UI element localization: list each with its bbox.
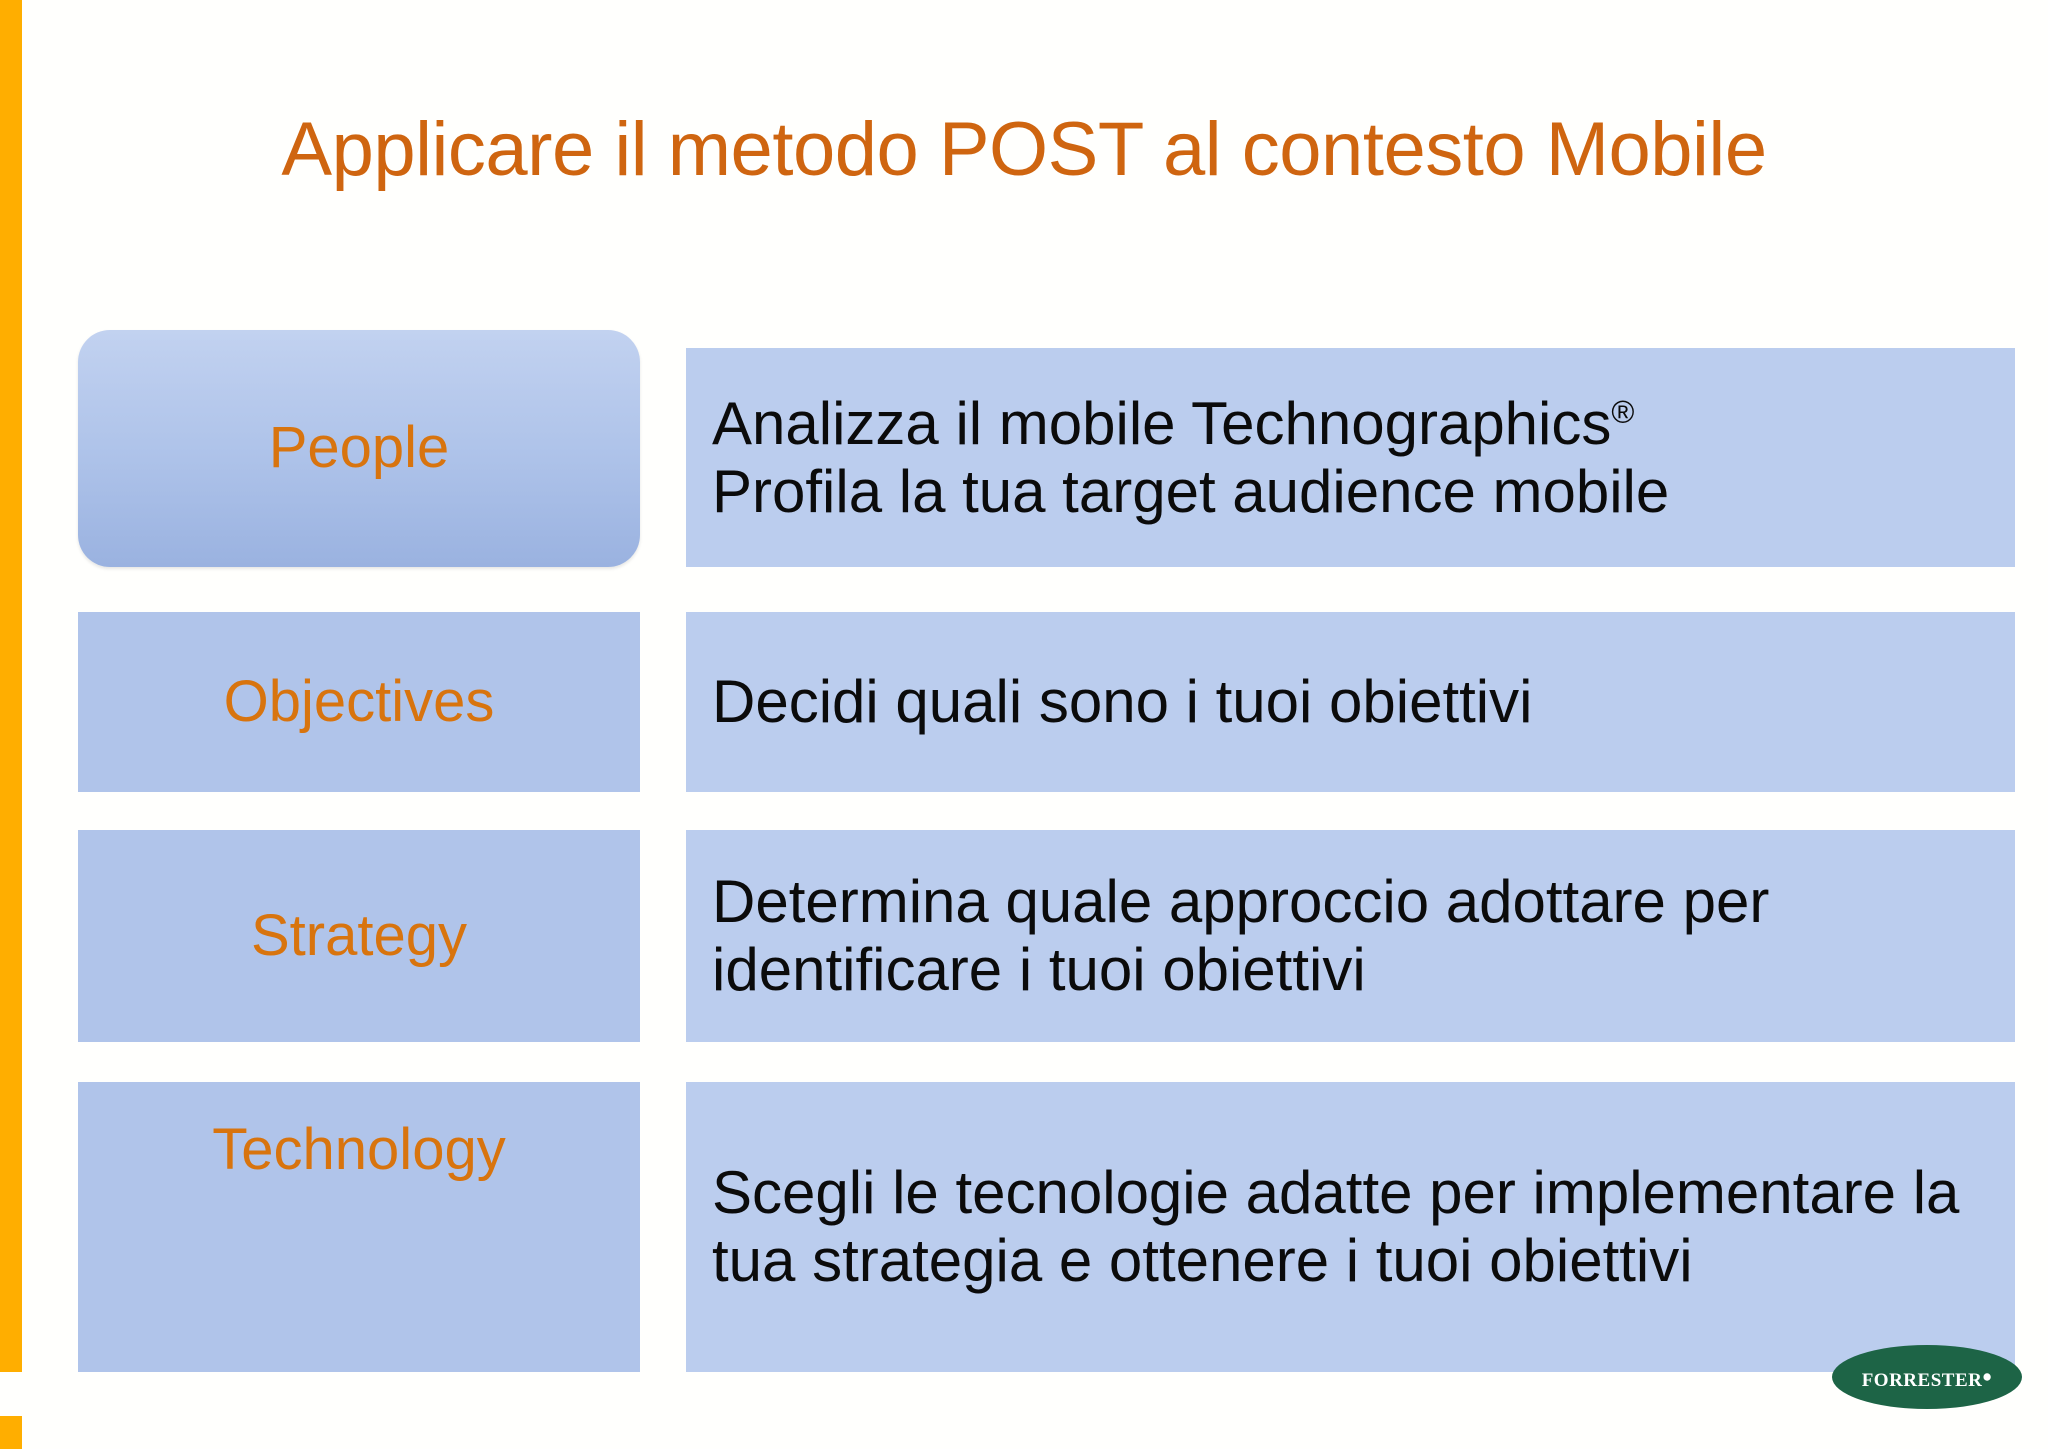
logo-ellipse-shape xyxy=(1832,1345,2022,1409)
left-accent-bar-footer xyxy=(0,1416,22,1449)
forrester-logo: FORRESTER• xyxy=(1832,1345,2022,1409)
label-cell-strategy[interactable]: Strategy xyxy=(78,830,640,1042)
label-text-people: People xyxy=(268,415,450,481)
content-cell-people: Analizza il mobile Technographics® Profi… xyxy=(686,348,2015,567)
logo-wordmark: FORRESTER• xyxy=(1861,1361,1993,1392)
label-cell-objectives[interactable]: Objectives xyxy=(78,612,640,792)
content-cell-objectives: Decidi quali sono i tuoi obiettivi xyxy=(686,612,2015,792)
content-line: Decidi quali sono i tuoi obiettivi xyxy=(712,668,1533,736)
content-line: Scegli le tecnologie adatte per implemen… xyxy=(712,1159,1960,1294)
content-line: Analizza il mobile Technographics® xyxy=(712,389,1635,457)
page-title: Applicare il metodo POST al contesto Mob… xyxy=(281,107,1767,192)
label-cell-technology[interactable]: Technology xyxy=(78,1082,640,1372)
table-row-people: People Analizza il mobile Technographics… xyxy=(78,330,2015,567)
label-text-strategy: Strategy xyxy=(251,902,467,968)
label-cell-people[interactable]: People xyxy=(78,330,640,567)
label-text-technology: Technology xyxy=(212,1117,506,1182)
left-accent-bar xyxy=(0,0,22,1372)
content-line: identificare i tuoi obiettivi xyxy=(712,936,1366,1003)
registered-mark-icon: ® xyxy=(1611,394,1635,430)
content-cell-strategy: Determina quale approccio adottare per i… xyxy=(686,830,2015,1042)
content-line: Determina quale approccio adottare per xyxy=(712,868,1770,936)
label-text-objectives: Objectives xyxy=(223,668,495,734)
content-line: Profila la tua target audience mobile xyxy=(712,457,1670,525)
content-cell-technology: Scegli le tecnologie adatte per implemen… xyxy=(686,1082,2015,1372)
